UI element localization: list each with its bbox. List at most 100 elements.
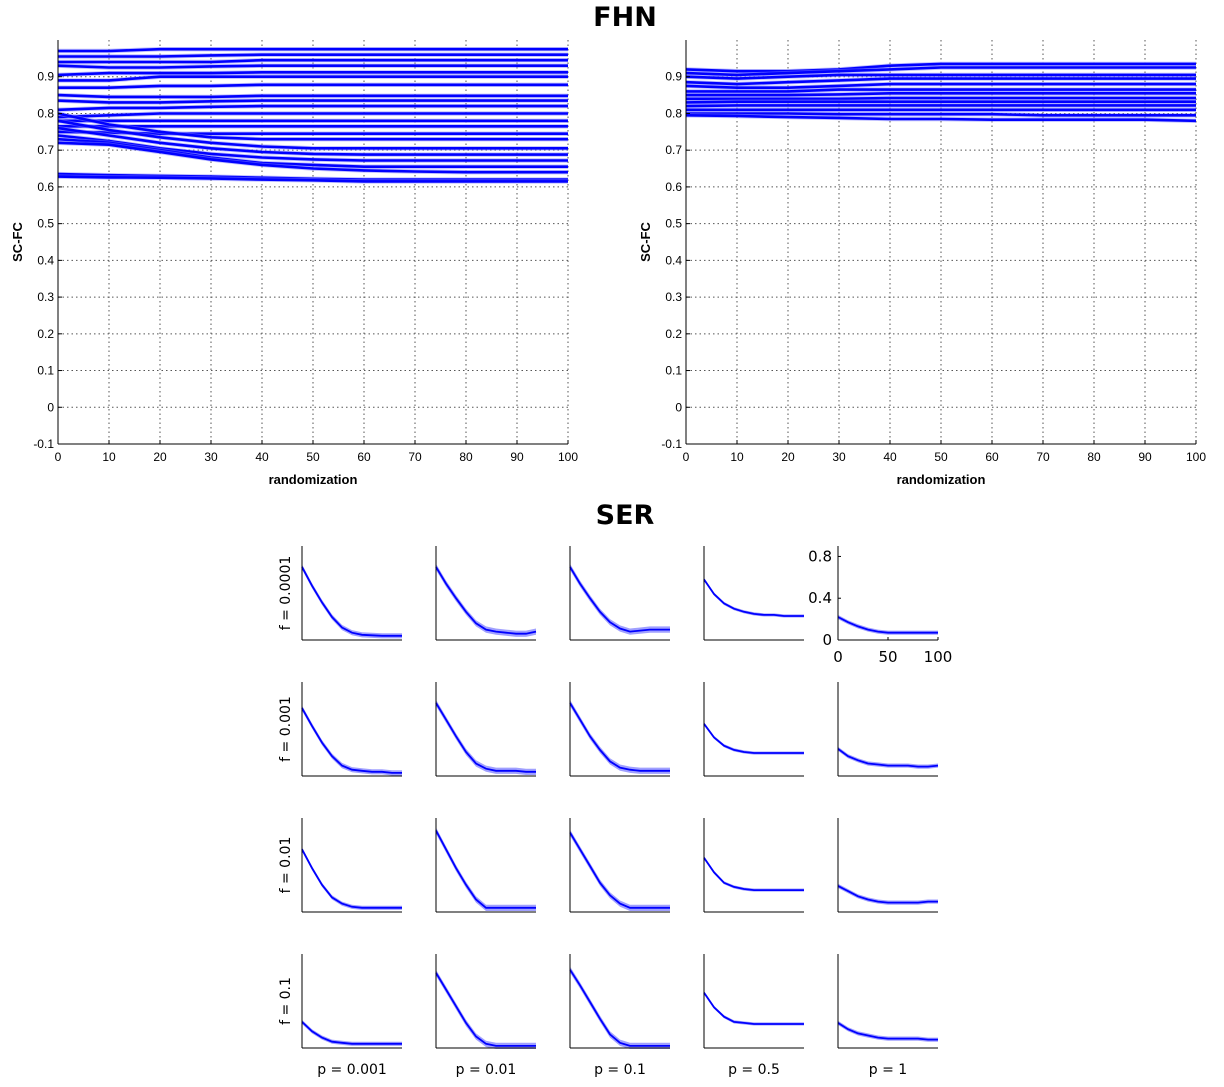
panel-line xyxy=(301,1021,402,1045)
y-tick-label: 0.8 xyxy=(37,106,54,120)
panel-line xyxy=(435,972,536,1047)
x-tick-label: 60 xyxy=(357,450,371,464)
ser-panel xyxy=(569,546,670,641)
column-label: p = 0.001 xyxy=(317,1062,387,1078)
series-line xyxy=(58,58,568,64)
x-tick-label: 70 xyxy=(1036,450,1050,464)
panel-band xyxy=(436,563,536,637)
x-tick-label: 90 xyxy=(1138,450,1152,464)
x-tick-label: 20 xyxy=(153,450,167,464)
series-line xyxy=(685,104,1196,108)
panel-band xyxy=(704,722,804,755)
ser-panel xyxy=(435,818,536,913)
panel-band xyxy=(570,829,670,911)
panel-line xyxy=(703,857,804,891)
y-tick-label: 0.1 xyxy=(665,364,682,378)
series-line xyxy=(686,88,1196,93)
panel-line xyxy=(301,848,402,909)
column-label: p = 0.1 xyxy=(594,1062,646,1078)
y-tick-label: 0.8 xyxy=(665,106,682,120)
y-tick-label: 0.9 xyxy=(37,70,54,84)
series-line xyxy=(57,112,568,119)
panel-band xyxy=(302,1019,402,1046)
x-tick-label: 90 xyxy=(510,450,524,464)
panel-line xyxy=(703,578,804,617)
panel-line xyxy=(837,885,938,904)
x-tick-label: 30 xyxy=(204,450,218,464)
panel-line xyxy=(703,992,804,1025)
panel-band xyxy=(570,966,670,1049)
panel-line xyxy=(837,748,939,768)
panel-band xyxy=(704,856,804,892)
ser-panel xyxy=(301,546,402,641)
series-line xyxy=(685,100,1196,104)
x-tick-label: 50 xyxy=(934,450,948,464)
ser-panel xyxy=(435,954,536,1049)
y-tick-label: 0.9 xyxy=(665,70,682,84)
y-axis-label: SC-FC xyxy=(638,222,653,262)
panel-band xyxy=(436,969,536,1049)
y-tick-label: 0.6 xyxy=(665,180,682,194)
y-tick-label: 0.7 xyxy=(665,143,682,157)
panel-band xyxy=(838,614,938,635)
series-line xyxy=(58,75,568,82)
ser-title: SER xyxy=(596,500,655,531)
series-line xyxy=(685,114,1197,123)
panel-line xyxy=(301,707,402,774)
x-tick-label: 70 xyxy=(408,450,422,464)
panel-line xyxy=(435,830,536,909)
x-tick-label: 10 xyxy=(730,450,744,464)
panel-band xyxy=(302,564,402,639)
fhn-title: FHN xyxy=(593,2,657,33)
panel-line xyxy=(837,1022,938,1041)
panel-band xyxy=(436,699,536,775)
panel-band xyxy=(570,699,670,774)
y-tick-label: 0.7 xyxy=(37,143,54,157)
panel-x-tick-label: 0 xyxy=(833,648,843,666)
ser-panel xyxy=(703,954,804,1049)
panel-band xyxy=(436,827,536,911)
ser-panel xyxy=(703,818,804,913)
x-axis-label: randomization xyxy=(269,472,358,487)
panel-line xyxy=(569,969,670,1047)
series-line xyxy=(57,175,568,183)
y-tick-label: -0.1 xyxy=(33,437,54,451)
ser-panel xyxy=(435,546,537,641)
series-line xyxy=(685,66,1196,77)
series-line xyxy=(57,93,568,99)
x-tick-label: 0 xyxy=(683,450,690,464)
series-line xyxy=(685,73,1196,80)
ser-panel xyxy=(837,818,938,913)
ser-panel xyxy=(569,818,670,913)
panel-line xyxy=(569,702,670,772)
x-tick-label: 40 xyxy=(255,450,269,464)
x-tick-label: 80 xyxy=(1087,450,1101,464)
series-line xyxy=(57,64,568,69)
x-tick-label: 50 xyxy=(306,450,320,464)
series-line xyxy=(58,83,568,89)
y-tick-label: -0.1 xyxy=(661,437,682,451)
panel-line xyxy=(703,723,804,754)
x-tick-label: 10 xyxy=(102,450,116,464)
y-tick-label: 0.3 xyxy=(37,290,54,304)
panel-band xyxy=(838,1020,938,1042)
panel-y-tick-label: 0.8 xyxy=(808,547,832,565)
y-tick-label: 0 xyxy=(675,400,682,414)
column-label: p = 1 xyxy=(869,1062,907,1078)
series-line xyxy=(58,53,568,58)
series-line xyxy=(686,112,1196,117)
y-tick-label: 0.4 xyxy=(37,253,54,267)
ser-panel xyxy=(301,954,402,1049)
y-tick-label: 0.3 xyxy=(665,290,682,304)
series-line xyxy=(58,47,568,53)
column-label: p = 0.5 xyxy=(728,1062,780,1078)
x-tick-label: 40 xyxy=(883,450,897,464)
y-tick-label: 0.2 xyxy=(665,327,682,341)
fhn-left-chart: 0 10 20 30 40 50 60 70 80 90 100-0.100.10.20.30.40… xyxy=(10,40,578,487)
x-tick-label: 20 xyxy=(781,450,795,464)
y-axis-label: SC-FC xyxy=(10,222,25,262)
panel-line xyxy=(569,566,670,633)
ser-panel xyxy=(837,954,938,1049)
row-label: f = 0.001 xyxy=(278,696,294,762)
ser-panel xyxy=(837,682,939,777)
